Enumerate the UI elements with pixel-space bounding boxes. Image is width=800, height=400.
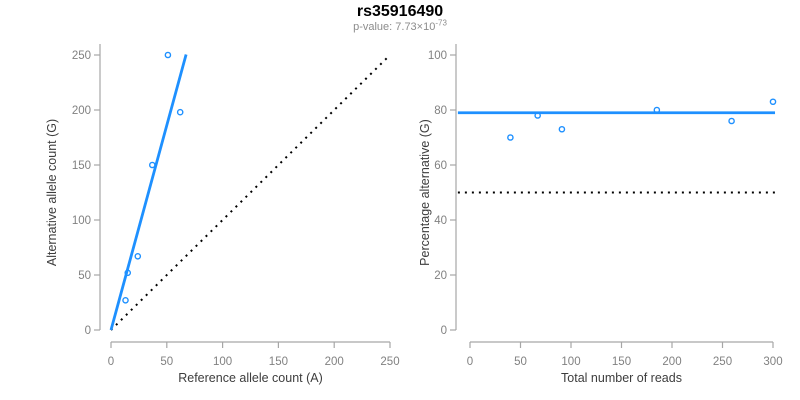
x-tick-label: 50 [160,356,173,368]
data-point [164,51,172,59]
data-point [653,106,661,114]
identity-line [110,54,391,331]
page-title: rs35916490 [356,3,444,20]
x-tick-label: 200 [325,356,344,368]
data-point [769,98,777,106]
y-tick-label: 0 [85,325,91,337]
y-tick-label: 50 [78,270,91,282]
y-tick-label: 200 [72,105,91,117]
y-tick-label: 0 [441,325,447,337]
y-tick-label: 100 [428,50,447,62]
x-tick-label: 250 [713,356,732,368]
y-tick-label: 40 [434,215,447,227]
x-tick-label: 100 [561,356,580,368]
regression-fit-line [109,54,188,331]
data-point [558,125,566,133]
x-tick-label: 150 [612,356,631,368]
x-tick-label: 50 [514,356,527,368]
data-point [534,112,541,119]
x-tick-label: 0 [108,356,114,368]
y-tick-label: 80 [434,105,447,117]
y-tick-label: 20 [434,270,447,282]
data-point [728,117,735,125]
right-x-axis-title: Total number of reads [561,371,682,385]
pvalue-text: p-value: 7.73×10 [353,21,436,33]
left-x-axis-title: Reference allele count (A) [178,371,323,385]
data-point [507,134,514,141]
data-point [124,269,132,277]
data-point [122,296,129,304]
pvalue-subtitle: p-value: 7.73×10-73 [0,18,800,34]
right-y-axis-title: Percentage alternative (G) [418,119,432,266]
y-tick-label: 250 [72,50,91,62]
x-tick-label: 250 [380,356,399,368]
data-point [148,161,156,169]
y-tick-label: 150 [72,160,91,172]
y-tick-label: 100 [72,215,91,227]
x-tick-label: 0 [467,356,473,368]
left-y-axis-title: Alternative allele count (G) [45,119,59,266]
pvalue-exponent: -73 [435,18,447,28]
x-tick-label: 150 [269,356,288,368]
y-tick-label: 60 [434,160,447,172]
data-point [176,108,184,116]
x-tick-label: 300 [763,356,782,368]
data-point [134,252,142,260]
x-tick-label: 200 [662,356,681,368]
x-tick-label: 100 [213,356,232,368]
